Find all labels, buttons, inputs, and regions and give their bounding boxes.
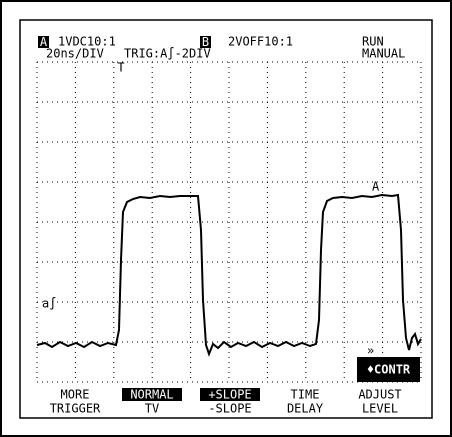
softkey-line2[interactable]: TV	[145, 402, 159, 416]
trigger-point-marker: T	[117, 61, 124, 75]
softkey-line1[interactable]: NORMAL	[130, 388, 173, 402]
timebase: 20ns/DIV	[46, 47, 104, 61]
waveform	[36, 193, 422, 357]
channel-b-label: B	[202, 35, 209, 49]
softkey-line1[interactable]: MORE	[61, 388, 90, 402]
display-frame	[19, 19, 433, 419]
channel-b-box	[200, 36, 211, 48]
softkey-line1[interactable]: ADJUST	[358, 388, 401, 402]
channel-a-label: A	[40, 35, 48, 49]
trigger-setting: TRIG:A∫-2DIV	[124, 47, 211, 61]
cursor-marker: A	[372, 180, 380, 194]
trigger-level-marker: a∫	[42, 297, 56, 311]
mode: MANUAL	[362, 47, 405, 61]
contrast-label[interactable]: ♦CONTR	[367, 363, 411, 377]
channel-a-setting: 1VDC10:1	[58, 35, 116, 49]
run-status: RUN	[362, 35, 384, 49]
softkey-highlight[interactable]	[200, 388, 260, 401]
softkey-line1[interactable]: TIME	[291, 388, 320, 402]
graticule	[36, 61, 422, 383]
channel-b-setting: 2VOFF10:1	[228, 35, 293, 49]
contrast-box[interactable]	[357, 357, 420, 382]
softkey-line2[interactable]: TRIGGER	[50, 402, 101, 416]
channel-a-box	[38, 36, 49, 48]
contrast-arrow: »	[367, 344, 374, 358]
softkey-line2[interactable]: -SLOPE	[208, 402, 251, 416]
softkey-highlight[interactable]	[122, 388, 182, 401]
softkey-line2[interactable]: DELAY	[287, 402, 324, 416]
softkey-line2[interactable]: LEVEL	[362, 402, 398, 416]
softkey-line1[interactable]: +SLOPE	[208, 388, 251, 402]
